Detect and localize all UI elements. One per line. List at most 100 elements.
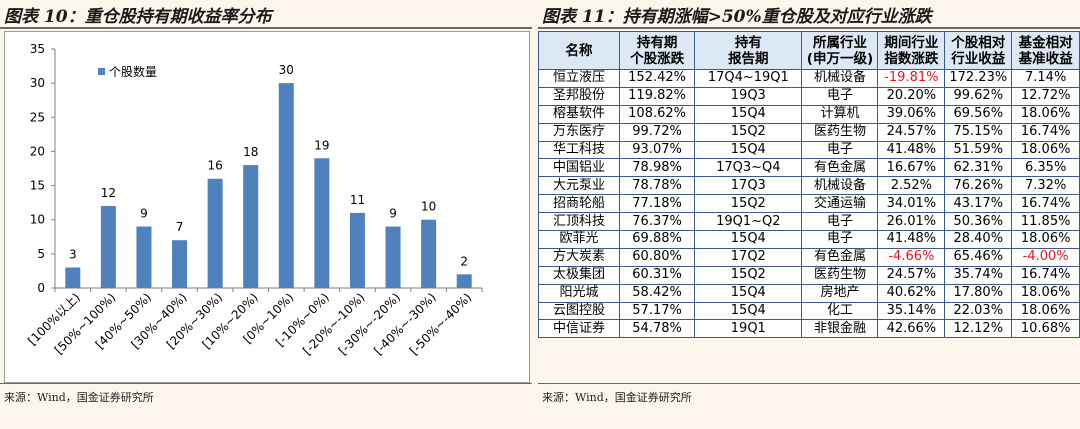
table-cell: 房地产 bbox=[801, 283, 879, 303]
table-cell: 19Q3 bbox=[694, 86, 803, 106]
table-cell: 15Q2 bbox=[694, 194, 803, 214]
table-cell: 108.62% bbox=[618, 104, 696, 124]
table-cell: 18.06% bbox=[1011, 301, 1080, 321]
table-cell: 2.52% bbox=[877, 176, 946, 196]
table-cell: 汇顶科技 bbox=[538, 212, 620, 232]
table-cell: 28.40% bbox=[944, 230, 1013, 249]
table-cell: 15Q2 bbox=[694, 265, 803, 285]
column-header: 所属行业 (申万一级) bbox=[801, 31, 879, 70]
table-cell: 太极集团 bbox=[538, 265, 620, 285]
table-cell: 54.78% bbox=[618, 319, 696, 339]
column-header: 基金相对 基准收益 bbox=[1011, 31, 1080, 70]
table-cell: 16.74% bbox=[1011, 265, 1080, 285]
column-header-text: 持有 bbox=[734, 34, 762, 51]
table-cell: 34.01% bbox=[877, 194, 946, 214]
table-cell: 方大炭素 bbox=[538, 247, 620, 267]
table-cell: 119.82% bbox=[618, 86, 696, 106]
right-source: 来源：Wind，国金证券研究所 bbox=[542, 391, 692, 404]
table-cell: 10.68% bbox=[1011, 319, 1080, 339]
table-row: 阳光城 58.42% 15Q4 房地产 40.62% 17.80% 18.06% bbox=[538, 283, 1080, 303]
right-title-rule bbox=[538, 27, 1080, 29]
bar bbox=[65, 267, 81, 288]
table-cell: 39.06% bbox=[877, 104, 946, 124]
column-header-text: 基准收益 bbox=[1018, 50, 1073, 67]
table-cell: 15Q4 bbox=[694, 140, 803, 160]
left-bottom-rule bbox=[0, 383, 532, 384]
table-cell: 41.48% bbox=[877, 230, 946, 249]
table-cell: 99.62% bbox=[944, 86, 1013, 106]
y-tick-label: 20 bbox=[30, 144, 45, 158]
table-cell: 大元泵业 bbox=[538, 176, 620, 196]
table-cell: 57.17% bbox=[618, 301, 696, 321]
table-row: 汇顶科技 76.37% 19Q1~Q2 电子 26.01% 50.36% 11.85% bbox=[538, 212, 1080, 232]
data-label: 18 bbox=[243, 145, 258, 159]
column-header: 个股相对 行业收益 bbox=[944, 31, 1013, 70]
table-cell: 152.42% bbox=[618, 69, 696, 88]
table-row: 圣邦股份 119.82% 19Q3 电子 20.20% 99.62% 12.72% bbox=[538, 86, 1080, 106]
y-tick-label: 5 bbox=[37, 247, 45, 261]
bar bbox=[349, 212, 365, 288]
table-cell: 22.03% bbox=[944, 301, 1013, 321]
bar bbox=[456, 274, 472, 288]
table-row: 华工科技 93.07% 15Q4 电子 41.48% 51.59% 18.06% bbox=[538, 140, 1080, 160]
table-cell: 19Q1~Q2 bbox=[694, 212, 803, 232]
right-figure-title: 图表 11：持有期涨幅>50%重仓股及对应行业涨跌 bbox=[542, 7, 932, 27]
bar bbox=[172, 240, 188, 288]
column-header-text: 名称 bbox=[565, 42, 593, 59]
column-header-text: 基金相对 bbox=[1018, 34, 1073, 51]
table-cell: 17Q2 bbox=[694, 247, 803, 267]
table-cell: 78.98% bbox=[618, 158, 696, 178]
table-cell: 16.74% bbox=[1011, 122, 1080, 142]
table-cell: 69.88% bbox=[618, 230, 696, 249]
x-tick-label: [-50%~-40%) bbox=[407, 290, 474, 357]
data-label: 3 bbox=[69, 248, 77, 262]
table-cell: 15Q4 bbox=[694, 230, 803, 249]
table-cell: 62.31% bbox=[944, 158, 1013, 178]
table-cell: 中国铝业 bbox=[538, 158, 620, 178]
table-cell: 电子 bbox=[801, 212, 879, 232]
column-header-text: 所属行业 bbox=[812, 34, 867, 51]
table-cell: 41.48% bbox=[877, 140, 946, 160]
table-cell: 非银金融 bbox=[801, 319, 879, 339]
data-label: 9 bbox=[140, 207, 148, 221]
bar bbox=[385, 226, 401, 288]
table-cell: 18.06% bbox=[1011, 283, 1080, 303]
column-header-text: 指数涨跌 bbox=[884, 50, 939, 67]
data-label: 12 bbox=[101, 186, 116, 200]
table-cell: 华工科技 bbox=[538, 140, 620, 160]
data-label: 7 bbox=[176, 220, 184, 234]
column-header: 持有 报告期 bbox=[694, 31, 803, 70]
table-body: 恒立液压 152.42% 17Q4~19Q1 机械设备 -19.81% 172.23% 7.… bbox=[538, 69, 1080, 339]
table-row: 云图控股 57.17% 15Q4 化工 35.14% 22.03% 18.06% bbox=[538, 301, 1080, 321]
table-cell: 圣邦股份 bbox=[538, 86, 620, 106]
table-cell: -19.81% bbox=[877, 69, 946, 88]
x-tick-label: [-30%~-20%) bbox=[336, 290, 403, 357]
table-cell: 有色金属 bbox=[801, 247, 879, 267]
table-cell: 7.14% bbox=[1011, 69, 1080, 88]
column-header-text: 报告期 bbox=[728, 50, 769, 67]
table-row: 中国铝业 78.98% 17Q3~Q4 有色金属 16.67% 62.31% 6.35% bbox=[538, 158, 1080, 178]
table-cell: -4.00% bbox=[1011, 247, 1080, 267]
table-cell: 78.78% bbox=[618, 176, 696, 196]
y-tick-label: 15 bbox=[30, 179, 45, 193]
x-tick-label: [-20%~-10%) bbox=[300, 290, 367, 357]
column-header-text: 行业收益 bbox=[951, 50, 1006, 67]
data-label: 11 bbox=[350, 193, 365, 207]
table-cell: 15Q4 bbox=[694, 283, 803, 303]
table-cell: 19Q1 bbox=[694, 319, 803, 339]
column-header-text: (申万一级) bbox=[806, 50, 874, 67]
table-cell: 欧菲光 bbox=[538, 230, 620, 249]
table-cell: 77.18% bbox=[618, 194, 696, 214]
table-cell: 17Q3 bbox=[694, 176, 803, 196]
bar bbox=[421, 219, 437, 288]
table-cell: 12.12% bbox=[944, 319, 1013, 339]
table-row: 招商轮船 77.18% 15Q2 交通运输 34.01% 43.17% 16.74% bbox=[538, 194, 1080, 214]
y-tick-label: 0 bbox=[37, 281, 45, 295]
table-cell: 计算机 bbox=[801, 104, 879, 124]
table-cell: 65.46% bbox=[944, 247, 1013, 267]
table-row: 万东医疗 99.72% 15Q2 医药生物 24.57% 75.15% 16.74% bbox=[538, 122, 1080, 142]
bar bbox=[207, 178, 223, 288]
table-cell: 26.01% bbox=[877, 212, 946, 232]
table-cell: 20.20% bbox=[877, 86, 946, 106]
table-cell: 交通运输 bbox=[801, 194, 879, 214]
